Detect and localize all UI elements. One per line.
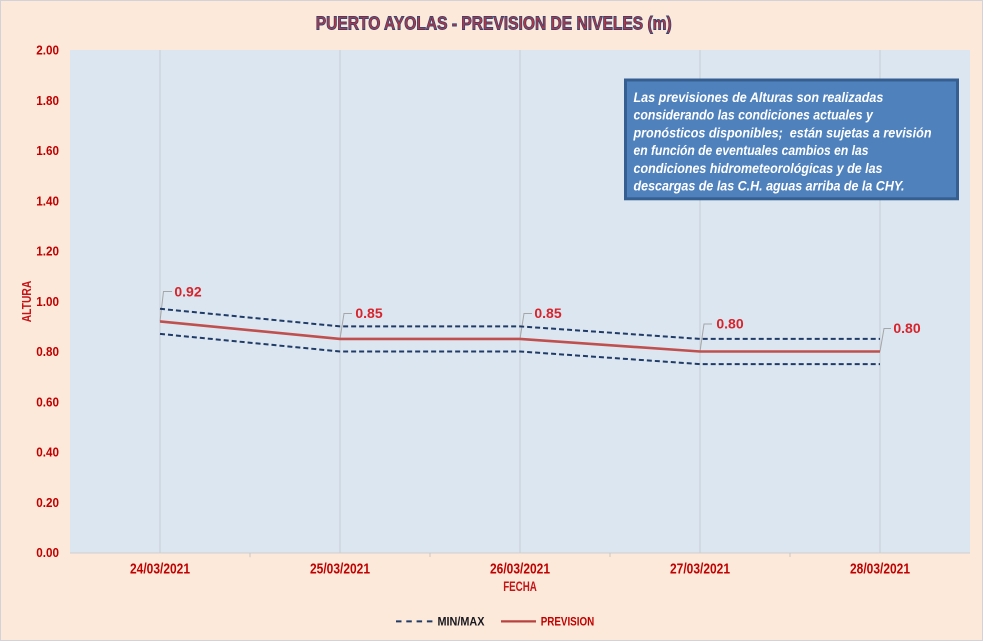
- svg-text:1.20: 1.20: [36, 244, 59, 259]
- svg-text:0.00: 0.00: [36, 545, 59, 560]
- svg-text:0.40: 0.40: [36, 445, 59, 460]
- svg-text:1.60: 1.60: [36, 143, 59, 158]
- svg-text:considerando las condiciones a: considerando las condiciones actuales y: [634, 107, 874, 123]
- svg-text:pronósticos disponibles; está: pronósticos disponibles; están sujetas a…: [633, 124, 932, 140]
- svg-text:26/03/2021: 26/03/2021: [490, 561, 550, 577]
- svg-text:0.92: 0.92: [174, 283, 201, 299]
- svg-text:2.00: 2.00: [36, 43, 59, 58]
- svg-text:25/03/2021: 25/03/2021: [310, 561, 370, 577]
- svg-text:1.00: 1.00: [36, 294, 59, 309]
- svg-text:FECHA: FECHA: [503, 579, 537, 594]
- svg-text:Las previsiones de Alturas son: Las previsiones de Alturas son realizada…: [634, 89, 884, 105]
- svg-text:0.20: 0.20: [36, 495, 59, 510]
- svg-text:24/03/2021: 24/03/2021: [130, 561, 190, 577]
- svg-text:0.60: 0.60: [36, 394, 59, 409]
- svg-text:0.85: 0.85: [534, 305, 561, 321]
- svg-text:1.40: 1.40: [36, 193, 59, 208]
- svg-text:1.80: 1.80: [36, 93, 59, 108]
- svg-text:descargas de las C.H. aguas ar: descargas de las C.H. aguas arriba de la…: [634, 178, 905, 194]
- svg-text:condiciones hidrometeorológica: condiciones hidrometeorológicas y de las: [634, 160, 883, 176]
- svg-text:0.80: 0.80: [716, 316, 743, 332]
- svg-text:PREVISION: PREVISION: [541, 615, 595, 629]
- svg-text:PUERTO AYOLAS - PREVISION DE N: PUERTO AYOLAS - PREVISION DE NIVELES (m): [316, 13, 672, 34]
- svg-text:MIN/MAX: MIN/MAX: [438, 615, 485, 629]
- svg-text:ALTURA: ALTURA: [19, 280, 34, 322]
- svg-text:0.80: 0.80: [36, 344, 59, 359]
- svg-text:en función de eventuales cambi: en función de eventuales cambios en las: [634, 142, 869, 158]
- svg-text:28/03/2021: 28/03/2021: [850, 561, 910, 577]
- svg-text:0.85: 0.85: [355, 305, 382, 321]
- svg-text:27/03/2021: 27/03/2021: [670, 561, 730, 577]
- svg-text:0.80: 0.80: [893, 320, 920, 336]
